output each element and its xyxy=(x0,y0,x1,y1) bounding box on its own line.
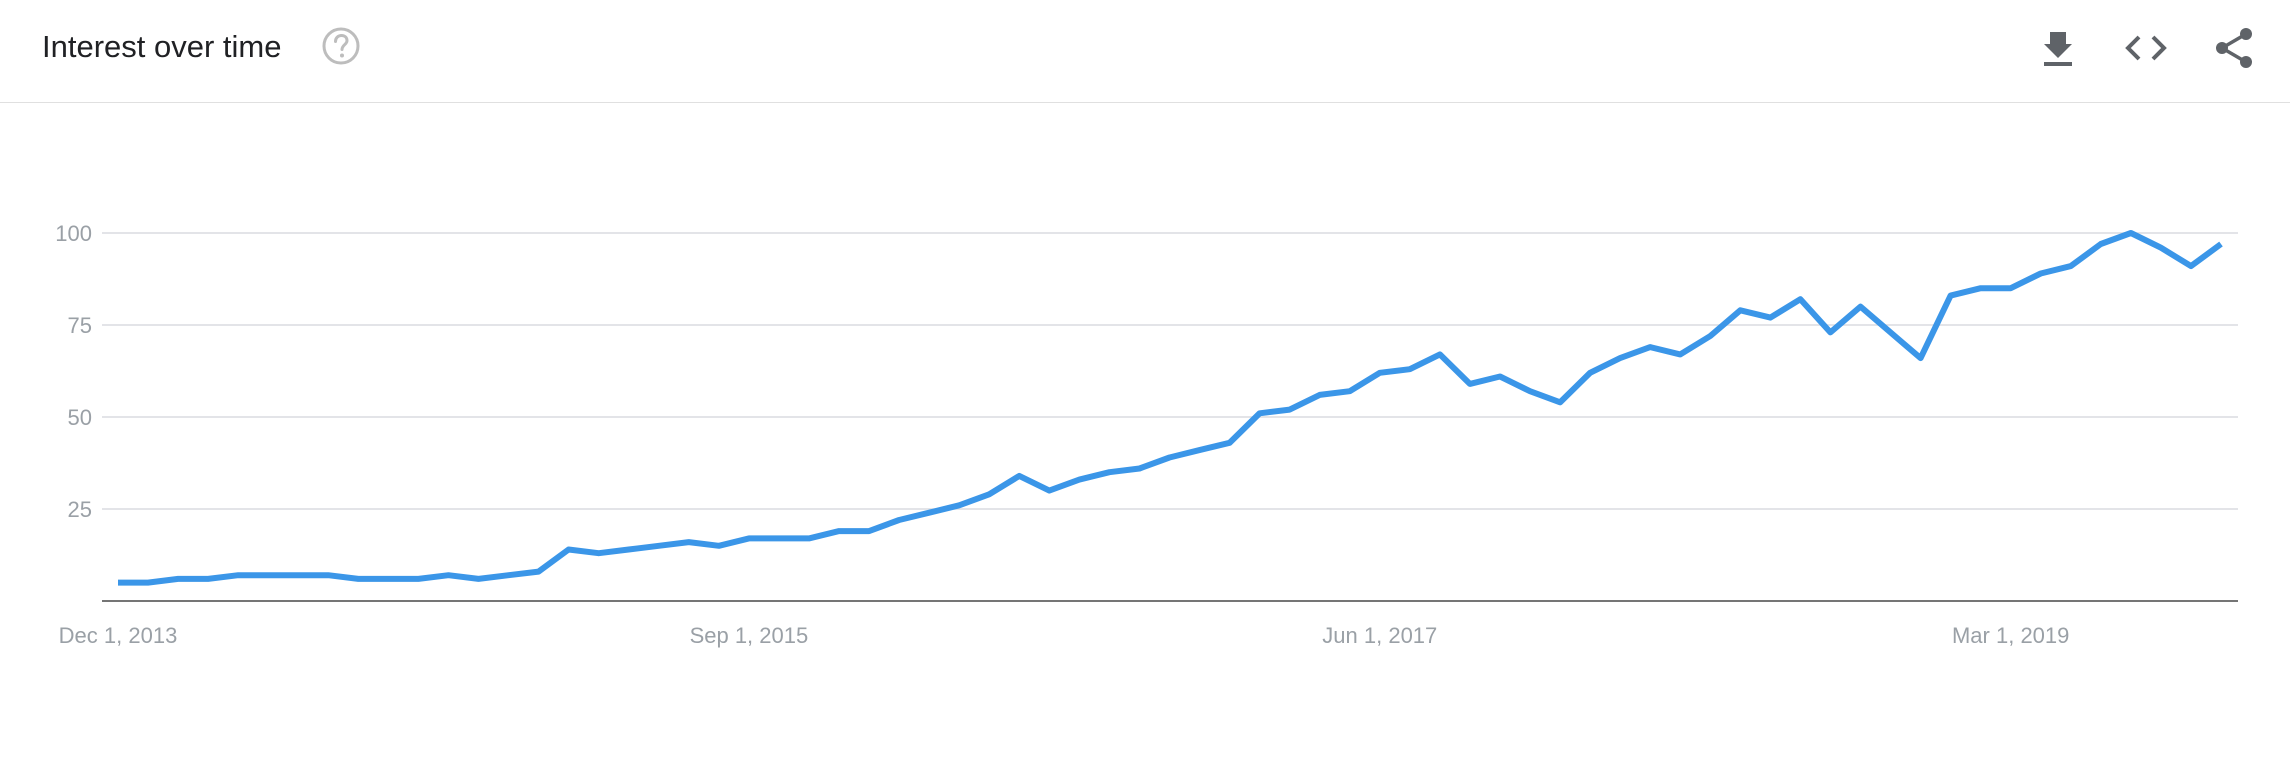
data-point[interactable] xyxy=(746,535,752,541)
data-point[interactable] xyxy=(415,576,421,582)
series-line xyxy=(118,230,2223,586)
data-point[interactable] xyxy=(896,517,902,523)
data-point[interactable] xyxy=(1016,473,1022,479)
data-point[interactable] xyxy=(626,547,632,553)
data-point[interactable] xyxy=(986,491,992,497)
data-point[interactable] xyxy=(1106,469,1112,475)
chart-area: 25 50 75 100 Dec 1, 2013 Sep 1, 2015 Jun 1, 20… xyxy=(0,103,2290,770)
data-point[interactable] xyxy=(836,528,842,534)
data-point[interactable] xyxy=(1647,344,1653,350)
y-tick-label: 100 xyxy=(55,221,92,246)
x-tick-label: Sep 1, 2015 xyxy=(690,623,809,648)
data-point[interactable] xyxy=(1257,410,1263,416)
data-point[interactable] xyxy=(385,576,391,582)
data-point[interactable] xyxy=(2038,271,2044,277)
data-point[interactable] xyxy=(1557,399,1563,405)
data-point[interactable] xyxy=(2008,285,2014,291)
data-point[interactable] xyxy=(1377,370,1383,376)
x-tick-label: Mar 1, 2019 xyxy=(1952,623,2069,648)
data-point[interactable] xyxy=(175,576,181,582)
data-point[interactable] xyxy=(1527,388,1533,394)
data-point[interactable] xyxy=(926,510,932,516)
x-tick-label: Dec 1, 2013 xyxy=(59,623,178,648)
data-point[interactable] xyxy=(325,572,331,578)
data-point[interactable] xyxy=(1407,366,1413,372)
data-point[interactable] xyxy=(145,580,151,586)
data-point[interactable] xyxy=(1046,488,1052,494)
data-point[interactable] xyxy=(476,576,482,582)
data-point[interactable] xyxy=(1888,329,1894,335)
data-point[interactable] xyxy=(2218,241,2224,247)
data-point[interactable] xyxy=(1497,374,1503,380)
help-circle-icon[interactable] xyxy=(321,26,361,66)
y-tick-label: 25 xyxy=(68,497,92,522)
share-icon[interactable] xyxy=(2210,24,2258,72)
data-point[interactable] xyxy=(716,543,722,549)
data-point[interactable] xyxy=(1978,285,1984,291)
data-point[interactable] xyxy=(1587,370,1593,376)
data-point[interactable] xyxy=(1467,381,1473,387)
data-point[interactable] xyxy=(686,539,692,545)
data-point[interactable] xyxy=(235,572,241,578)
data-point[interactable] xyxy=(2158,245,2164,251)
data-point[interactable] xyxy=(1167,455,1173,461)
data-point[interactable] xyxy=(1617,355,1623,361)
data-point[interactable] xyxy=(2128,230,2134,236)
data-point[interactable] xyxy=(596,550,602,556)
data-point[interactable] xyxy=(2188,263,2194,269)
y-tick-label: 50 xyxy=(68,405,92,430)
data-point[interactable] xyxy=(1347,388,1353,394)
code-icon[interactable] xyxy=(2122,24,2170,72)
data-point[interactable] xyxy=(265,572,271,578)
widget-header: Interest over time xyxy=(0,0,2290,103)
data-point[interactable] xyxy=(806,535,812,541)
data-point[interactable] xyxy=(1918,355,1924,361)
data-point[interactable] xyxy=(1797,296,1803,302)
data-point[interactable] xyxy=(1137,466,1143,472)
widget-title: Interest over time xyxy=(42,29,282,64)
data-point[interactable] xyxy=(1317,392,1323,398)
data-point[interactable] xyxy=(1948,293,1954,299)
data-point[interactable] xyxy=(295,572,301,578)
data-point[interactable] xyxy=(656,543,662,549)
data-point[interactable] xyxy=(446,572,452,578)
data-point[interactable] xyxy=(1677,351,1683,357)
data-point[interactable] xyxy=(355,576,361,582)
data-point[interactable] xyxy=(566,547,572,553)
data-point[interactable] xyxy=(956,502,962,508)
data-point[interactable] xyxy=(1227,440,1233,446)
y-tick-label: 75 xyxy=(68,313,92,338)
download-icon[interactable] xyxy=(2034,24,2082,72)
data-point[interactable] xyxy=(205,576,211,582)
data-point[interactable] xyxy=(1197,447,1203,453)
data-point[interactable] xyxy=(1827,329,1833,335)
data-point[interactable] xyxy=(1437,351,1443,357)
data-point[interactable] xyxy=(1076,477,1082,483)
interest-line-chart: 25 50 75 100 Dec 1, 2013 Sep 1, 2015 Jun 1, 20… xyxy=(55,221,2238,648)
data-point[interactable] xyxy=(115,580,121,586)
data-point[interactable] xyxy=(866,528,872,534)
data-point[interactable] xyxy=(1858,304,1864,310)
data-point[interactable] xyxy=(536,569,542,575)
data-point[interactable] xyxy=(1737,307,1743,313)
data-point[interactable] xyxy=(506,572,512,578)
data-point[interactable] xyxy=(2098,241,2104,247)
x-tick-label: Jun 1, 2017 xyxy=(1322,623,1437,648)
data-point[interactable] xyxy=(1287,407,1293,413)
data-point[interactable] xyxy=(2068,263,2074,269)
data-point[interactable] xyxy=(1707,333,1713,339)
data-point[interactable] xyxy=(776,535,782,541)
data-point[interactable] xyxy=(1767,315,1773,321)
